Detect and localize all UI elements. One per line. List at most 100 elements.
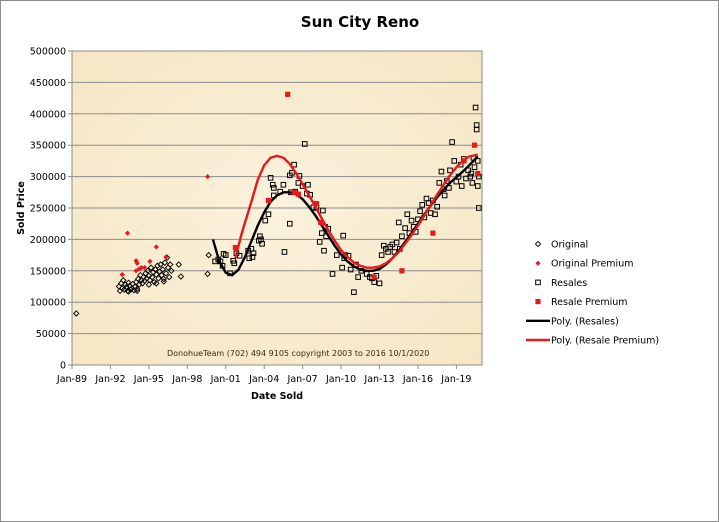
copyright-annotation: DonohueTeam (702) 494 9105 copyright 200… [167, 349, 429, 358]
data-point [474, 183, 481, 189]
data-point [402, 225, 408, 231]
data-point [393, 239, 400, 246]
data-point [246, 255, 253, 262]
data-point [472, 104, 479, 111]
data-point [265, 197, 272, 204]
data-point [280, 181, 287, 188]
x-axis-title: Date Sold [251, 391, 303, 402]
data-point [395, 219, 402, 226]
data-point [291, 161, 297, 168]
x-tick-label: Jan-01 [210, 374, 241, 385]
data-point [137, 271, 144, 279]
y-tick-label: 100000 [30, 298, 66, 309]
data-point [419, 202, 426, 208]
data-point [142, 265, 148, 271]
legend: Original Original Premium Resales Resale Pr… [526, 240, 659, 347]
data-point [148, 273, 156, 281]
data-point [270, 185, 277, 191]
data-point [371, 279, 377, 285]
trendline [234, 153, 478, 269]
data-point [153, 271, 160, 278]
data-point [321, 247, 327, 254]
data-point [399, 268, 405, 274]
series-original-premium [119, 174, 211, 278]
data-point [133, 285, 141, 293]
data-point [160, 275, 168, 283]
data-point [295, 191, 301, 197]
y-tick-label: 250000 [30, 204, 66, 215]
data-point [262, 217, 269, 224]
data-point [147, 258, 153, 264]
data-point [467, 173, 474, 180]
data-point [434, 203, 440, 210]
data-point [120, 276, 127, 284]
data-point [475, 170, 481, 177]
data-point [166, 261, 174, 268]
data-point [269, 181, 276, 188]
y-tick-label: 50000 [36, 329, 66, 340]
data-point [316, 239, 323, 245]
y-tick-label: 300000 [30, 172, 66, 183]
data-point [355, 274, 361, 280]
data-point [134, 275, 142, 283]
data-point [265, 211, 272, 218]
data-point [204, 174, 211, 180]
y-tick-label: 450000 [30, 78, 66, 89]
legend-label: Original [551, 240, 588, 251]
data-point [469, 180, 476, 186]
x-tick-label: Jan-95 [133, 374, 164, 385]
data-point [125, 279, 132, 286]
data-point [319, 230, 325, 236]
data-point [291, 189, 297, 195]
legend-label: Resales [551, 278, 587, 289]
legend-label: Original Premium [551, 259, 633, 270]
data-point [231, 260, 238, 267]
data-point [473, 126, 480, 133]
data-point [153, 280, 160, 287]
data-point [471, 142, 478, 148]
data-point [404, 211, 411, 218]
series-poly-resale-premium [234, 153, 478, 269]
data-point [449, 139, 455, 145]
data-point [333, 252, 340, 258]
data-point [285, 91, 291, 97]
data-point [313, 201, 320, 207]
data-point [289, 170, 295, 176]
data-point [351, 289, 357, 295]
data-point [161, 259, 169, 266]
y-tick-label: 500000 [30, 47, 66, 58]
data-point [136, 281, 143, 288]
data-point [157, 261, 164, 268]
data-point [163, 254, 169, 260]
chart-title: Sun City Reno [301, 13, 419, 31]
data-point [162, 270, 170, 277]
y-tick-label: 400000 [30, 109, 66, 120]
x-tick-label: Jan-04 [248, 374, 279, 385]
data-point [340, 232, 346, 239]
data-point [159, 266, 166, 273]
data-point [236, 252, 243, 259]
data-point [339, 264, 345, 271]
data-point [447, 167, 453, 174]
legend-marker [535, 260, 541, 266]
legend-label: Poly. (Resales) [551, 316, 619, 327]
data-point [417, 208, 423, 214]
legend-label: Resale Premium [551, 297, 628, 308]
y-axis-title: Sold Price [16, 181, 27, 235]
data-point [222, 252, 229, 258]
data-point [378, 252, 385, 258]
x-tick-label: Jan-07 [287, 374, 318, 385]
legend-marker [535, 279, 541, 286]
data-point [160, 278, 168, 285]
data-point [232, 244, 238, 251]
data-point [441, 192, 448, 199]
y-tick-label: 200000 [30, 235, 66, 246]
data-point [249, 254, 256, 260]
data-point [144, 267, 152, 275]
data-point [471, 164, 478, 170]
data-point [329, 271, 336, 277]
x-tick-label: Jan-89 [56, 374, 87, 385]
data-point [281, 249, 288, 255]
data-point [461, 158, 467, 164]
